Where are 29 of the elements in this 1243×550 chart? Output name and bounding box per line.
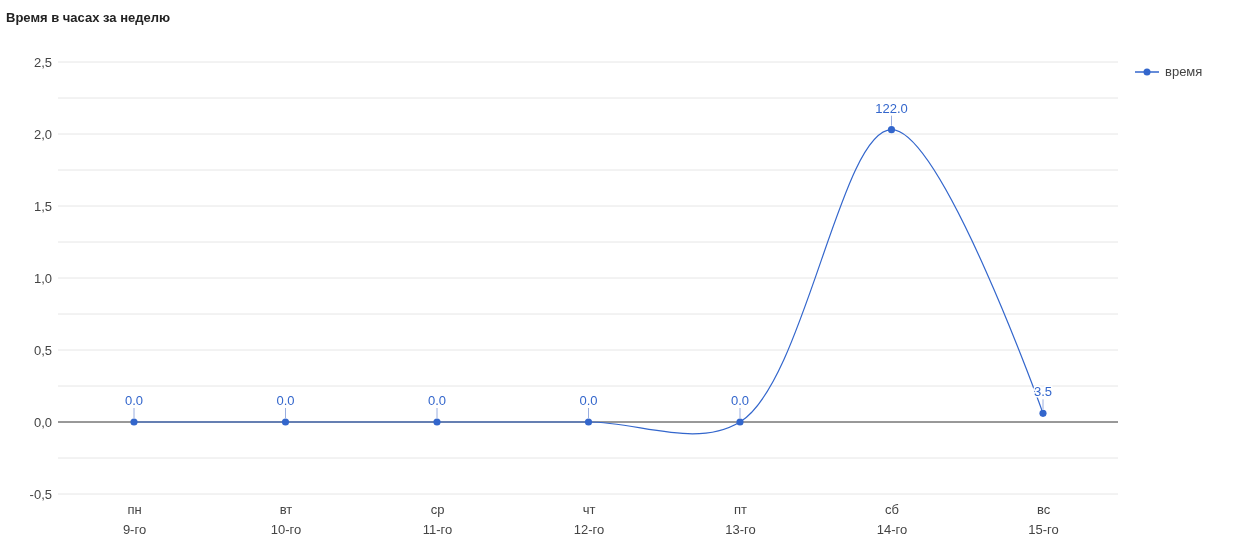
y-tick-label: -0,5 <box>29 486 52 502</box>
annotation: 0.0 <box>427 393 447 408</box>
point <box>281 418 290 426</box>
x-tick-label: ср 11-го <box>422 502 453 537</box>
y-tick-label: 1,5 <box>33 198 52 214</box>
annotation: 0.0 <box>124 393 144 408</box>
y-tick-label: 2,5 <box>33 54 52 70</box>
annotation: 0.0 <box>579 393 598 408</box>
legend-label: время <box>1165 64 1203 79</box>
y-tick-label: 1,0 <box>33 270 52 286</box>
x-tick-label: вт 10-го <box>270 502 302 537</box>
annotation: 0.0 <box>730 393 750 408</box>
x-tick-label: пт 13-го <box>725 502 756 537</box>
point <box>433 418 441 426</box>
point <box>1039 409 1047 417</box>
y-tick-label: 0,0 <box>33 414 52 430</box>
y-tick-label: 0,5 <box>33 342 52 358</box>
x-tick-label: вс 15-го <box>1028 502 1059 537</box>
x-tick-label: чт 12-го <box>573 502 605 537</box>
x-tick-label: пн 9-го <box>122 502 147 537</box>
y-tick-label: 2,0 <box>33 126 52 142</box>
point <box>584 418 593 426</box>
point <box>887 126 896 134</box>
annotation: 0.0 <box>276 393 295 408</box>
point <box>130 418 138 426</box>
annotation: 122.0 <box>875 100 908 116</box>
x-tick-label: сб 14-го <box>876 502 908 537</box>
point <box>736 418 744 426</box>
chart-title: Время в часах за неделю <box>6 10 171 25</box>
